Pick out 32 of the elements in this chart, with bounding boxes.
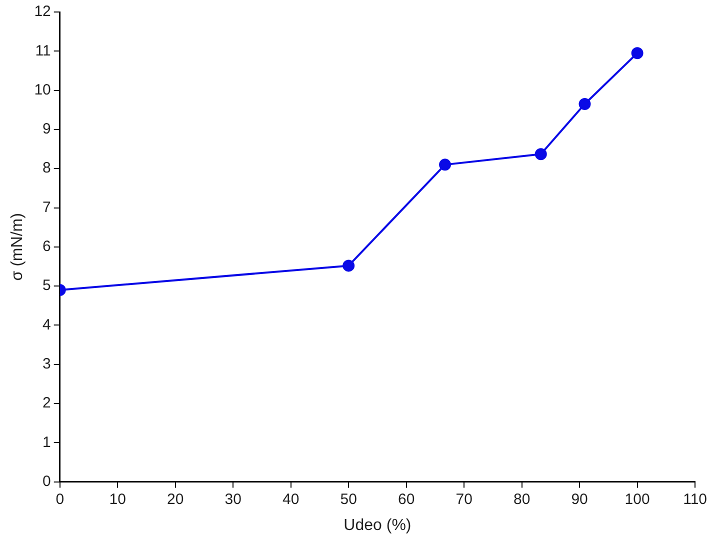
x-tick-label: 10: [109, 490, 126, 508]
y-tick-label: 11: [35, 42, 51, 60]
y-tick-label: 12: [34, 3, 51, 20]
y-tick-label: 8: [42, 160, 51, 177]
x-tick-label: 20: [167, 490, 184, 508]
x-tick-label: 50: [340, 490, 357, 508]
point: [631, 47, 644, 60]
y-tick-label: 9: [42, 120, 51, 138]
y-tick-label: 2: [42, 394, 51, 412]
y-tick-label: 10: [34, 81, 51, 98]
x-tick-label: 0: [56, 490, 64, 508]
y-axis-title: σ (mN/m): [9, 213, 26, 281]
x-tick-label: 70: [456, 490, 472, 508]
x-tick-label: 80: [513, 490, 530, 508]
y-tick-label: 0: [42, 472, 51, 490]
x-axis-title: Udeo (%): [344, 516, 412, 534]
x-tick-label: 40: [282, 490, 300, 508]
x-tick-label: 110: [683, 490, 708, 508]
y-tick-label: 5: [42, 277, 51, 294]
y-tick-label: 3: [42, 355, 51, 372]
y-tick-label: 4: [42, 316, 51, 334]
point: [342, 260, 355, 272]
point: [578, 98, 591, 110]
x-tick-label: 30: [224, 490, 242, 508]
x-tick-label: 60: [398, 490, 415, 508]
x-tick-label: 100: [624, 490, 650, 508]
y-tick-label: 1: [42, 434, 51, 451]
y-tick-label: 6: [42, 238, 51, 256]
point: [439, 158, 452, 171]
x-tick-label: 90: [571, 490, 588, 508]
point: [534, 148, 547, 160]
y-tick-label: 7: [42, 198, 51, 216]
